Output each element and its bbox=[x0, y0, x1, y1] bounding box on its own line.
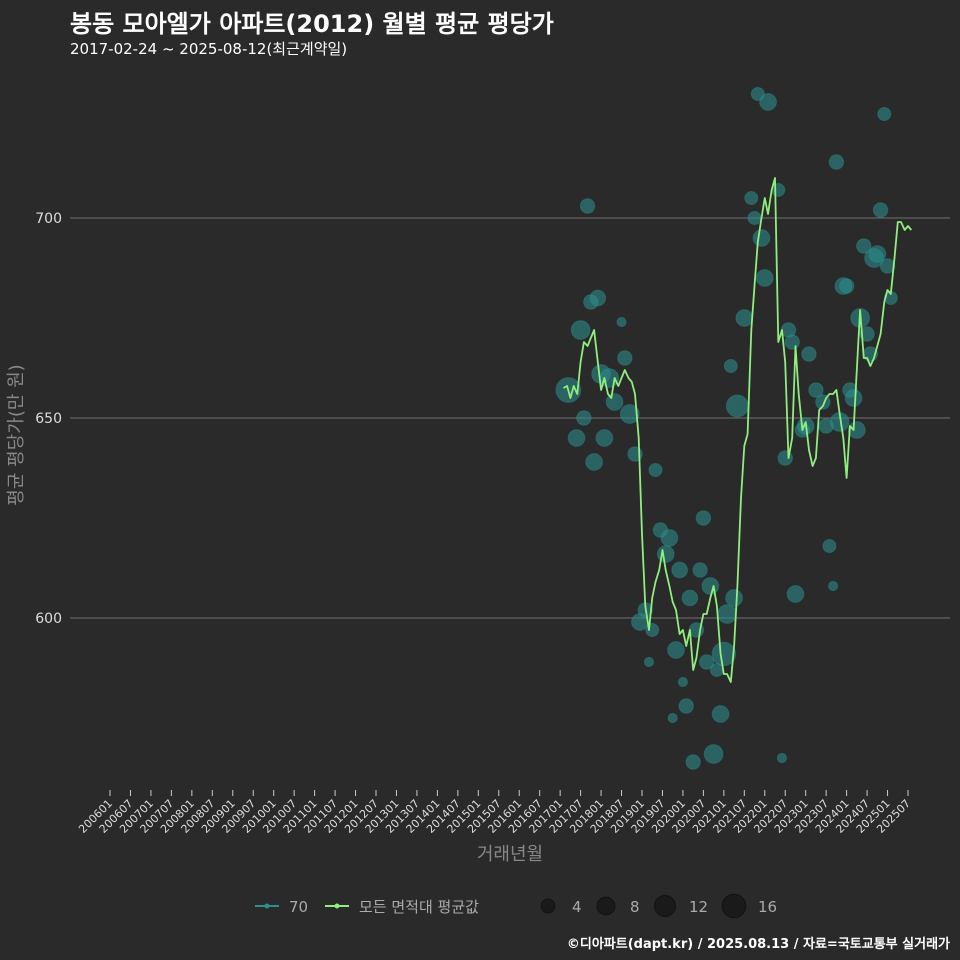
scatter-point bbox=[570, 320, 591, 340]
scatter-point bbox=[585, 453, 603, 471]
scatter-point bbox=[838, 278, 855, 294]
scatter-point bbox=[711, 641, 737, 667]
scatter-point bbox=[844, 389, 863, 407]
scatter-point bbox=[703, 744, 724, 764]
legend-size-circle bbox=[721, 893, 747, 919]
chart-subtitle: 2017-02-24 ~ 2025-08-12(최근계약일) bbox=[70, 40, 348, 58]
legend-size-label: 4 bbox=[572, 898, 582, 916]
scatter-point bbox=[648, 462, 663, 478]
scatter-point bbox=[784, 334, 800, 350]
scatter-point bbox=[667, 712, 678, 724]
average-line bbox=[562, 177, 912, 683]
scatter-point bbox=[643, 656, 655, 668]
legend-label: 모든 면적대 평균값 bbox=[359, 898, 479, 916]
scatter-point bbox=[752, 229, 771, 247]
scatter-point bbox=[759, 93, 777, 111]
legend-label: 70 bbox=[289, 898, 308, 916]
scatter-point bbox=[828, 580, 839, 592]
scatter-point bbox=[786, 585, 805, 603]
scatter-point bbox=[879, 258, 896, 274]
scatter-point bbox=[567, 429, 586, 447]
scatter-point bbox=[678, 698, 694, 714]
scatter-point bbox=[619, 404, 640, 424]
line-series-average bbox=[562, 177, 912, 683]
scatter-point bbox=[877, 106, 892, 122]
scatter-point bbox=[667, 641, 685, 659]
scatter-point bbox=[801, 346, 817, 362]
scatter-point bbox=[685, 754, 701, 770]
chart-title: 봉동 모아엘가 아파트(2012) 월별 평균 평당가 bbox=[70, 10, 554, 38]
legend-swatch-dot bbox=[334, 903, 340, 909]
scatter-point bbox=[723, 358, 738, 374]
scatter-point bbox=[822, 538, 837, 554]
legend-size-label: 8 bbox=[630, 898, 640, 916]
legend: 70 모든 면적대 평균값 4 8 12 16 bbox=[255, 893, 777, 919]
scatter-point bbox=[859, 326, 875, 342]
y-tick-label: 600 bbox=[35, 611, 62, 627]
scatter-point bbox=[579, 198, 596, 214]
scatter-point bbox=[695, 510, 712, 526]
y-axis-ticks: 600 650 700 bbox=[35, 211, 62, 627]
legend-size-label: 16 bbox=[758, 898, 777, 916]
scatter-point bbox=[701, 577, 720, 595]
y-tick-label: 700 bbox=[35, 211, 62, 227]
scatter-point bbox=[725, 589, 743, 607]
scatter-point bbox=[828, 154, 845, 170]
scatter-point bbox=[750, 86, 765, 102]
y-tick-label: 650 bbox=[35, 411, 62, 427]
scatter-point bbox=[617, 350, 633, 366]
scatter-point bbox=[744, 190, 759, 206]
legend-size-circle bbox=[540, 898, 556, 914]
scatter-point bbox=[717, 604, 737, 624]
scatter-point bbox=[576, 410, 592, 426]
scatter-point bbox=[677, 676, 689, 688]
scatter-point bbox=[692, 562, 708, 578]
x-axis-ticks: 2006012006072007012007072008012008072009… bbox=[76, 790, 913, 836]
scatter-point bbox=[595, 429, 614, 447]
scatter-series-70 bbox=[555, 86, 898, 770]
legend-size-circle bbox=[654, 895, 676, 917]
legend-size-label: 12 bbox=[689, 898, 708, 916]
scatter-point bbox=[735, 309, 754, 327]
scatter-point bbox=[872, 202, 889, 218]
scatter-point bbox=[671, 561, 688, 579]
scatter-point bbox=[660, 529, 679, 547]
scatter-point bbox=[698, 654, 715, 670]
scatter-point bbox=[747, 210, 762, 226]
legend-size-circle bbox=[596, 896, 616, 916]
scatter-point bbox=[589, 289, 607, 307]
scatter-point bbox=[755, 269, 774, 287]
legend-swatch-dot bbox=[264, 903, 270, 909]
scatter-point bbox=[847, 421, 866, 439]
scatter-point bbox=[681, 589, 699, 607]
scatter-point bbox=[711, 705, 730, 723]
scatter-point bbox=[656, 545, 675, 563]
scatter-point bbox=[808, 382, 824, 398]
scatter-point bbox=[868, 245, 887, 263]
scatter-point bbox=[776, 752, 788, 764]
scatter-point bbox=[725, 394, 749, 418]
scatter-point bbox=[616, 316, 627, 328]
scatter-point bbox=[856, 238, 872, 254]
y-axis-title: 평균 평당가(만 원) bbox=[6, 364, 27, 505]
x-axis-title: 거래년월 bbox=[477, 844, 543, 865]
footer-credit: ©디아파트(dapt.kr) / 2025.08.13 / 자료=국토교통부 실… bbox=[566, 937, 950, 952]
